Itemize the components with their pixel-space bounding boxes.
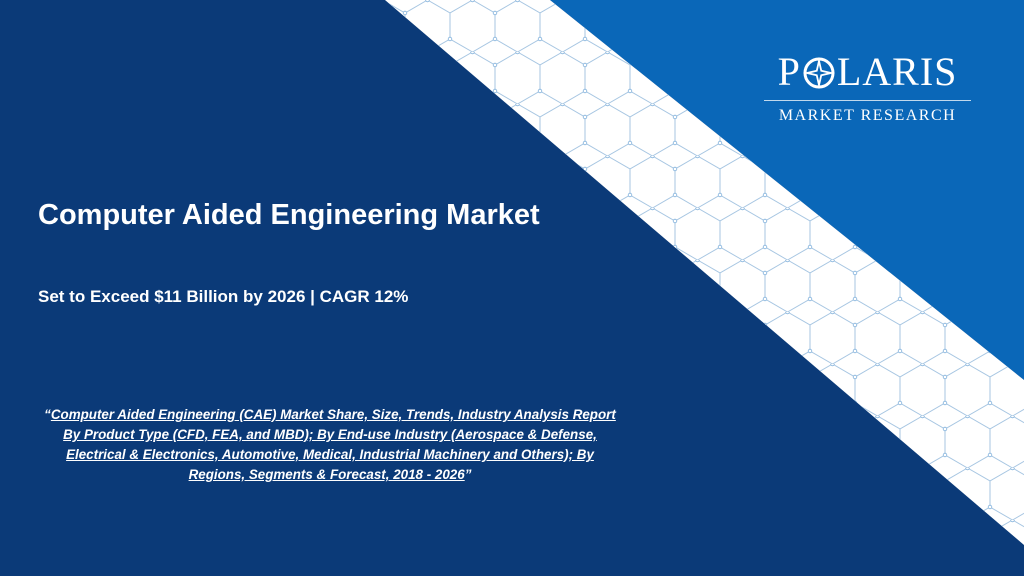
report-title-link[interactable]: Computer Aided Engineering (CAE) Market …: [50, 407, 616, 482]
report-description: “Computer Aided Engineering (CAE) Market…: [40, 405, 620, 485]
logo-tagline: MARKET RESEARCH: [778, 107, 957, 124]
logo-letters-laris: LARIS: [836, 49, 958, 94]
page-title: Computer Aided Engineering Market: [38, 199, 540, 231]
diagonal-band-pattern: [385, 0, 1024, 545]
page-subtitle: Set to Exceed $11 Billion by 2026 | CAGR…: [38, 287, 409, 306]
polaris-logo: P LARIS MARKET RESEARCH: [760, 50, 975, 125]
close-quote: ”: [464, 467, 472, 482]
open-quote: “: [44, 407, 51, 422]
logo-letter-p: P: [777, 49, 801, 94]
compass-star-icon: [802, 55, 836, 89]
logo-divider: [764, 100, 971, 101]
logo-wordmark: P LARIS: [760, 50, 975, 94]
